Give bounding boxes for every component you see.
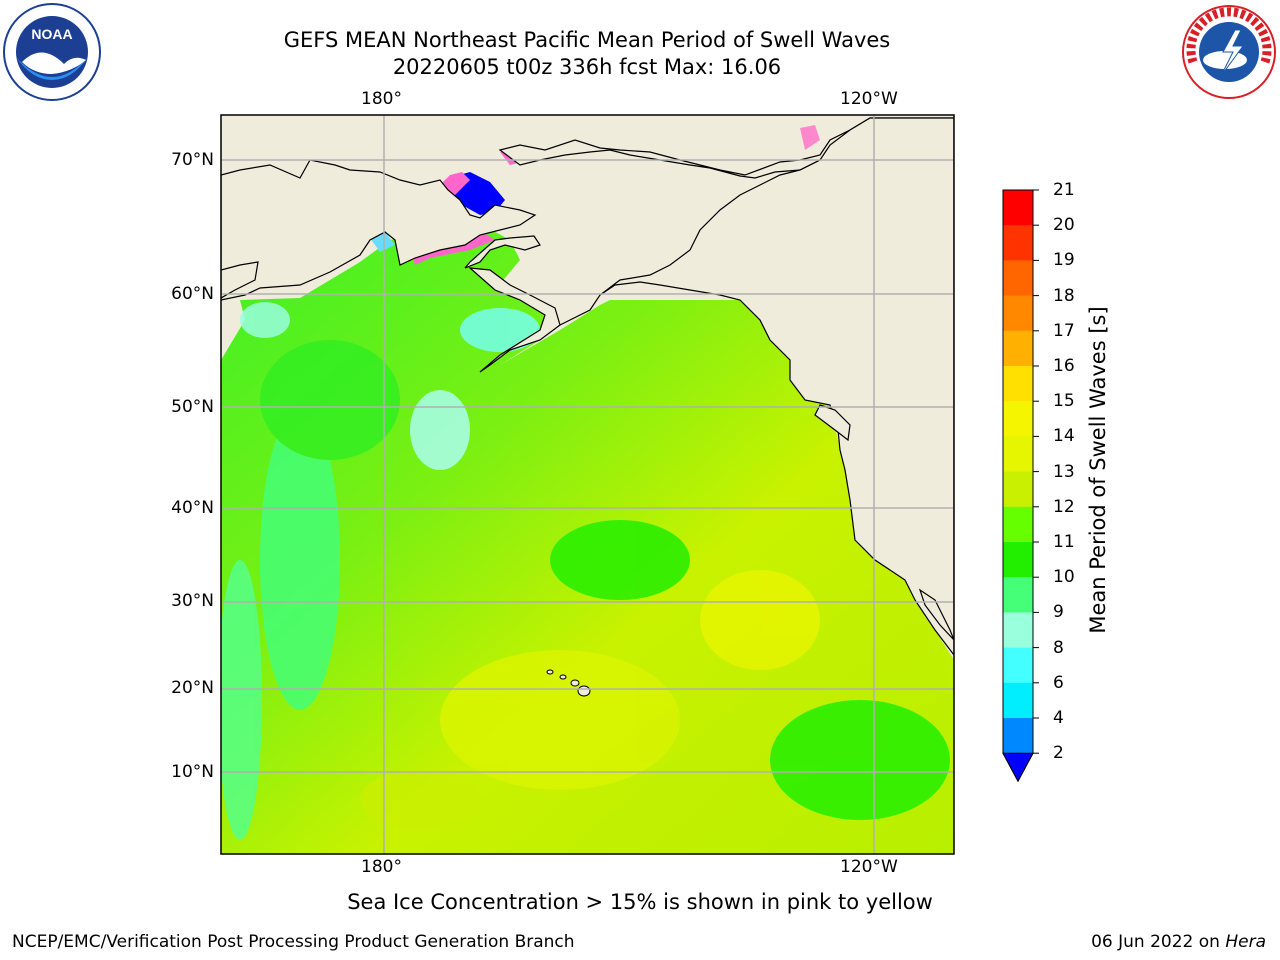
map-frame: [220, 114, 955, 855]
nws-logo-icon: [1181, 4, 1277, 100]
lat-label-60n: 60°N: [171, 284, 214, 304]
footer-credit: NCEP/EMC/Verification Post Processing Pr…: [12, 932, 575, 952]
colorbar-segment: [1003, 436, 1033, 473]
lon-label-bottom-180: 180°: [361, 857, 402, 877]
colorbar-tick-label: 4: [1053, 708, 1064, 728]
colorbar: [1002, 189, 1039, 783]
colorbar-tick-label: 12: [1053, 496, 1075, 517]
colorbar-segment: [1003, 260, 1033, 297]
swell-patches: [221, 302, 950, 840]
lon-label-top-120w: 120°W: [840, 89, 898, 109]
lat-label-40n: 40°N: [171, 498, 214, 518]
lat-label-10n: 10°N: [171, 762, 214, 782]
colorbar-tick-label: 18: [1053, 285, 1075, 306]
colorbar-tick-label: 20: [1053, 215, 1075, 236]
colorbar-segment: [1003, 506, 1033, 543]
colorbar-segment: [1003, 295, 1033, 332]
colorbar-tick-label: 6: [1053, 672, 1064, 693]
colorbar-segment: [1003, 577, 1033, 613]
colorbar-segment: [1003, 330, 1033, 367]
colorbar-tick-label: 9: [1053, 602, 1064, 623]
colorbar-tick-label: 8: [1053, 637, 1064, 658]
colorbar-tick-label: 21: [1053, 180, 1075, 200]
colorbar-label: Mean Period of Swell Waves [s]: [1086, 306, 1110, 634]
colorbar-tick-label: 16: [1053, 356, 1075, 376]
colorbar-segment: [1003, 682, 1033, 719]
footer-host: Hera: [1225, 932, 1266, 952]
colorbar-segment: [1003, 612, 1033, 649]
forecast-subtitle: 20220605 t00z 336h fcst Max: 16.06: [392, 55, 782, 79]
lat-label-20n: 20°N: [171, 678, 214, 698]
colorbar-tick-label: 10: [1053, 567, 1075, 588]
colorbar-segment: [1003, 366, 1033, 402]
colorbar-segment: [1003, 225, 1033, 261]
map-title: GEFS MEAN Northeast Pacific Mean Period …: [283, 28, 891, 52]
colorbar-segment: [1003, 718, 1033, 754]
lat-label-70n: 70°N: [171, 150, 214, 170]
colorbar-tick-label: 15: [1053, 391, 1075, 412]
lon-label-top-180: 180°: [361, 89, 402, 109]
colorbar-segment: [1003, 190, 1033, 226]
colorbar-segment: [1003, 401, 1033, 437]
colorbar-segment: [1003, 647, 1033, 684]
lat-label-50n: 50°N: [171, 397, 214, 417]
colorbar-tick-label: 17: [1053, 320, 1075, 341]
colorbar-tick-label: 14: [1053, 426, 1075, 447]
sea-ice-caption: Sea Ice Concentration > 15% is shown in …: [347, 890, 933, 914]
footer-date: 06 Jun 2022 on Hera: [1091, 932, 1266, 952]
graticule: [221, 115, 954, 854]
noaa-logo-icon: NOAA: [3, 3, 101, 101]
colorbar-tick-label: 11: [1053, 532, 1075, 552]
colorbar-tick-label: 19: [1053, 250, 1075, 271]
svg-text:NOAA: NOAA: [31, 26, 72, 42]
colorbar-outline: [1002, 189, 1034, 783]
colorbar-tick-label: 2: [1053, 743, 1064, 764]
colorbar-extend-triangle: [1002, 752, 1034, 783]
footer-date-text: 06 Jun 2022 on: [1091, 932, 1226, 952]
colorbar-tick-label: 13: [1053, 461, 1075, 482]
colorbar-segment: [1003, 542, 1033, 578]
lon-label-bottom-120w: 120°W: [840, 857, 898, 877]
lat-label-30n: 30°N: [171, 591, 214, 611]
coastlines: [221, 117, 954, 656]
colorbar-segment: [1003, 471, 1033, 508]
